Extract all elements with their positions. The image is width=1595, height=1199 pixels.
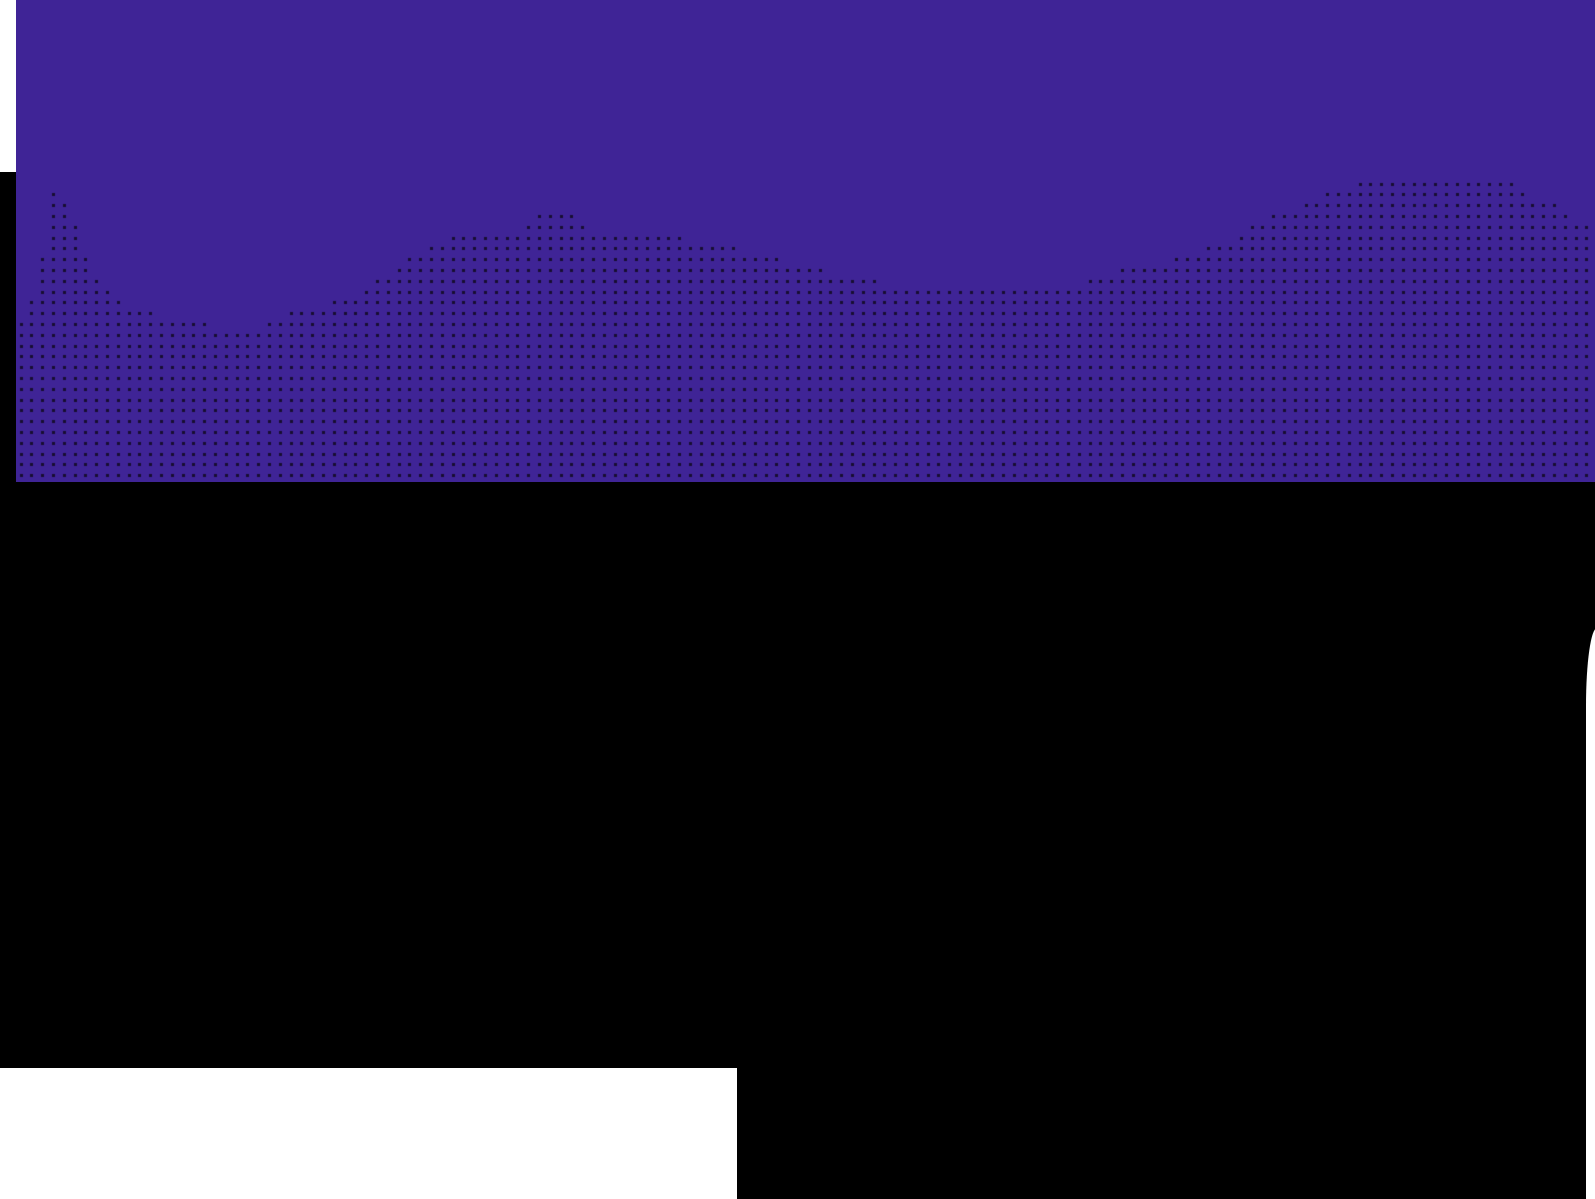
halftone-wave-canvas (16, 0, 1595, 482)
left-edge-highlight (0, 0, 16, 172)
bottom-left-panel (0, 1068, 737, 1199)
right-edge-panel (1586, 628, 1595, 1199)
hero-banner (16, 0, 1595, 482)
